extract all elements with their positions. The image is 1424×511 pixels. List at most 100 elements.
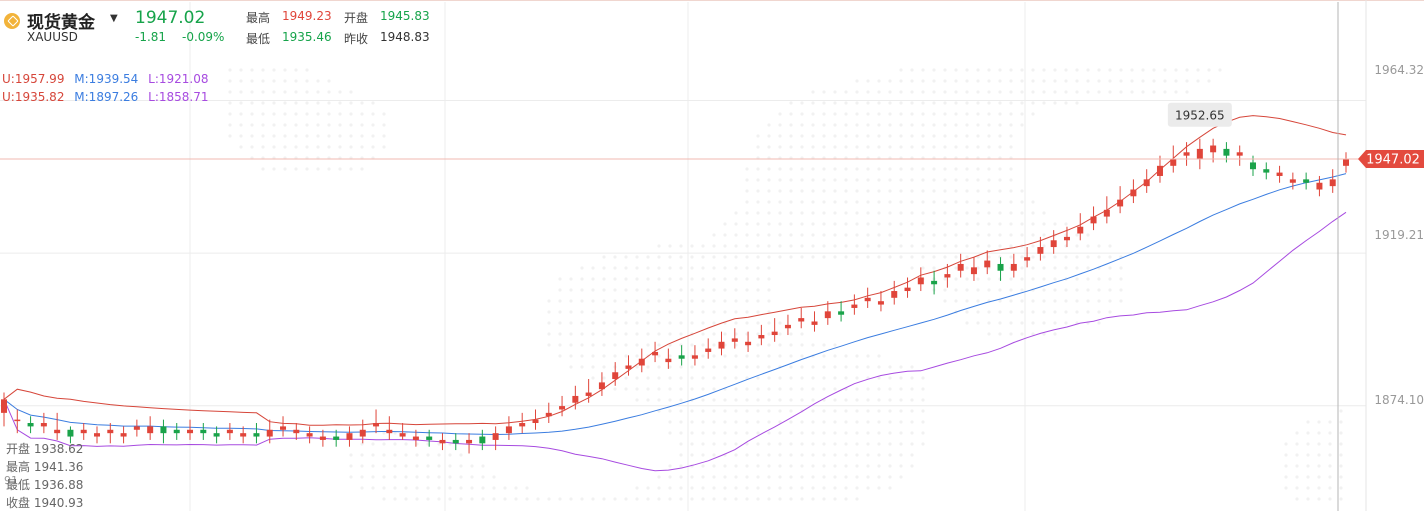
map-dot bbox=[349, 123, 353, 127]
quote-header: 现货黄金 ▼ XAUUSD 1947.02 -1.81 -0.09% 最高 19… bbox=[0, 6, 1424, 46]
map-dot bbox=[822, 453, 826, 457]
map-dot bbox=[778, 343, 782, 347]
map-dot bbox=[1295, 464, 1299, 468]
map-dot bbox=[866, 123, 870, 127]
map-dot bbox=[767, 233, 771, 237]
map-dot bbox=[294, 79, 298, 83]
map-dot bbox=[844, 398, 848, 402]
map-dot bbox=[360, 453, 364, 457]
map-dot bbox=[580, 277, 584, 281]
map-dot bbox=[492, 497, 496, 501]
candle-up bbox=[1117, 199, 1124, 207]
map-dot bbox=[1064, 266, 1068, 270]
map-dot bbox=[877, 167, 881, 171]
candle-up bbox=[1, 399, 7, 413]
map-dot bbox=[569, 321, 573, 325]
map-dot bbox=[965, 233, 969, 237]
map-dot bbox=[976, 299, 980, 303]
map-dot bbox=[294, 112, 298, 116]
map-dot bbox=[734, 321, 738, 325]
prev-close-label: 昨收 bbox=[344, 32, 369, 46]
map-dot bbox=[613, 387, 617, 391]
map-dot bbox=[1075, 277, 1079, 281]
map-dot bbox=[954, 79, 958, 83]
map-dot bbox=[899, 222, 903, 226]
map-dot bbox=[811, 222, 815, 226]
map-dot bbox=[921, 79, 925, 83]
candle-up bbox=[598, 382, 605, 390]
map-dot bbox=[844, 167, 848, 171]
map-dot bbox=[481, 486, 485, 490]
map-dot bbox=[316, 101, 320, 105]
map-dot bbox=[668, 266, 672, 270]
map-dot bbox=[371, 486, 375, 490]
map-dot bbox=[712, 332, 716, 336]
map-dot bbox=[943, 145, 947, 149]
map-dot bbox=[1075, 299, 1079, 303]
map-dot bbox=[866, 409, 870, 413]
map-dot bbox=[679, 475, 683, 479]
candle-up bbox=[1143, 179, 1150, 187]
candle-up bbox=[1210, 145, 1217, 153]
map-dot bbox=[382, 431, 386, 435]
map-dot bbox=[943, 255, 947, 259]
y-tick-label: 1919.21 bbox=[1374, 228, 1424, 242]
map-dot bbox=[811, 178, 815, 182]
map-dot bbox=[866, 134, 870, 138]
candle-up bbox=[80, 429, 87, 434]
map-dot bbox=[723, 486, 727, 490]
map-dot bbox=[580, 321, 584, 325]
map-dot bbox=[1218, 68, 1222, 72]
map-dot bbox=[734, 409, 738, 413]
map-dot bbox=[305, 79, 309, 83]
map-dot bbox=[613, 321, 617, 325]
candle-up bbox=[240, 433, 247, 437]
price-change-percent: -0.09% bbox=[182, 30, 225, 44]
candlesticks[interactable] bbox=[1, 138, 1349, 454]
map-dot bbox=[371, 475, 375, 479]
map-dot bbox=[866, 112, 870, 116]
map-dot bbox=[855, 167, 859, 171]
map-dot bbox=[998, 134, 1002, 138]
map-dot bbox=[1207, 79, 1211, 83]
map-dot bbox=[1108, 255, 1112, 259]
map-dot bbox=[679, 387, 683, 391]
map-dot bbox=[613, 255, 617, 259]
map-dot bbox=[1053, 266, 1057, 270]
map-dot bbox=[327, 112, 331, 116]
map-dot bbox=[767, 431, 771, 435]
map-dot bbox=[888, 200, 892, 204]
map-dot bbox=[459, 497, 463, 501]
map-dot bbox=[668, 244, 672, 248]
map-dot bbox=[723, 431, 727, 435]
map-dot bbox=[910, 464, 914, 468]
map-dot bbox=[745, 288, 749, 292]
peak-tooltip bbox=[1167, 102, 1232, 127]
map-dot bbox=[932, 167, 936, 171]
map-dot bbox=[305, 167, 309, 171]
map-dot bbox=[1020, 255, 1024, 259]
map-dot bbox=[1064, 222, 1068, 226]
map-dot bbox=[789, 376, 793, 380]
map-dot bbox=[635, 277, 639, 281]
map-dot bbox=[1009, 79, 1013, 83]
map-dot bbox=[646, 376, 650, 380]
map-dot bbox=[1097, 277, 1101, 281]
map-dot bbox=[404, 475, 408, 479]
map-dot bbox=[954, 288, 958, 292]
candle-up bbox=[133, 426, 140, 430]
map-dot bbox=[723, 310, 727, 314]
map-dot bbox=[602, 332, 606, 336]
map-dot bbox=[525, 486, 529, 490]
last-price: 1947.02 bbox=[135, 8, 206, 28]
instrument-name[interactable]: 现货黄金 bbox=[27, 13, 95, 33]
candle-down bbox=[160, 426, 167, 434]
map-dot bbox=[910, 387, 914, 391]
map-dot bbox=[1031, 266, 1035, 270]
map-dot bbox=[569, 310, 573, 314]
map-dot bbox=[294, 134, 298, 138]
map-dot bbox=[1064, 288, 1068, 292]
map-dot bbox=[921, 442, 925, 446]
chevron-down-icon[interactable]: ▼ bbox=[110, 13, 118, 24]
